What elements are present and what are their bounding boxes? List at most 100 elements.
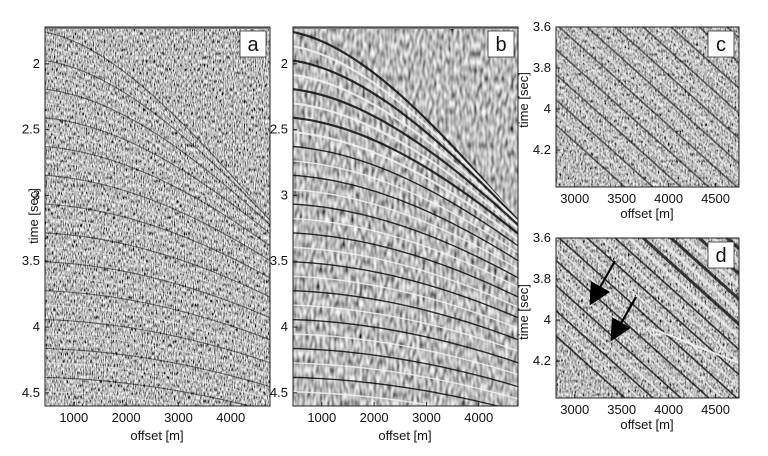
reflection-event — [45, 319, 270, 364]
reflection-event — [293, 246, 518, 308]
reflection-event — [293, 102, 518, 230]
dipping-event — [711, 27, 739, 52]
dipping-event — [613, 238, 739, 351]
plot-frame — [292, 26, 519, 407]
y-tick-label: 2.5 — [270, 122, 288, 137]
x-tick-label: 2000 — [360, 410, 389, 425]
dipping-event — [556, 123, 627, 187]
dipping-event — [599, 27, 739, 153]
reflection-event — [45, 275, 270, 330]
reflection-event — [293, 116, 518, 235]
y-tick-label: 2 — [281, 56, 288, 71]
reflection-event — [45, 232, 270, 298]
x-axis-title: offset [m] — [620, 417, 673, 432]
reflection-event — [45, 145, 270, 247]
arrow-annotation-upper — [589, 260, 616, 306]
panel-label-box — [239, 30, 267, 58]
reflection-event — [45, 102, 270, 230]
reflection-event — [293, 30, 518, 221]
dipping-event — [556, 322, 641, 398]
x-tick-label: 3000 — [164, 410, 193, 425]
y-tick-label: 4 — [33, 319, 40, 334]
x-axis-title: offset [m] — [620, 206, 673, 221]
x-tick-label: 4000 — [216, 410, 245, 425]
x-tick-label: 3500 — [607, 402, 636, 417]
y-tick-label: 3 — [281, 187, 288, 202]
reflection-event — [293, 189, 518, 270]
y-tick-label: 3.5 — [22, 253, 40, 268]
y-tick-label: 4 — [544, 101, 551, 116]
reflection-event — [45, 376, 252, 406]
plot-frame — [555, 26, 740, 188]
conflicting-event — [650, 327, 739, 364]
y-tick-label: 3.8 — [533, 271, 551, 286]
x-tick-label: 3000 — [560, 402, 589, 417]
x-tick-label: 4000 — [464, 410, 493, 425]
reflection-event — [293, 318, 518, 364]
x-tick-label: 3500 — [607, 191, 636, 206]
y-tick-label: 2 — [33, 56, 40, 71]
panel-label: b — [495, 34, 506, 56]
reflection-event — [45, 304, 270, 352]
reflection-event — [45, 74, 270, 223]
x-tick-label: 4000 — [654, 402, 683, 417]
reflection-event — [45, 88, 270, 226]
dipping-event — [640, 238, 739, 327]
dipping-event — [641, 27, 739, 115]
dipping-event — [556, 111, 641, 187]
dipping-event — [683, 27, 739, 77]
y-tick-label: 3.5 — [270, 253, 288, 268]
x-tick-label: 1000 — [59, 410, 88, 425]
panel-c: 3.6 3.8 4 4.2 3000 3500 4000 4500 c offset [m]… — [516, 19, 740, 221]
y-axis-title: time [sec] — [516, 284, 531, 340]
reflection-event — [293, 347, 518, 388]
seismic-data-region — [293, 29, 518, 406]
dipping-event — [613, 27, 739, 140]
dipping-event — [556, 60, 697, 187]
panel-label: a — [247, 34, 259, 56]
dipping-event — [556, 309, 655, 398]
reflection-event — [45, 290, 270, 341]
dipping-event — [654, 238, 739, 314]
reflection-event — [45, 189, 270, 270]
dipping-event — [556, 271, 697, 398]
dipping-event — [571, 238, 739, 389]
reflection-event — [293, 217, 518, 288]
dipping-event — [556, 48, 711, 187]
y-tick-label: 3.6 — [533, 19, 551, 34]
reflection-event — [293, 145, 518, 247]
y-axis-title: time [sec] — [26, 188, 41, 244]
dipping-event — [585, 27, 739, 165]
y-tick-label: 4.5 — [270, 385, 288, 400]
y-tick-label: 4 — [281, 319, 288, 334]
reflection-event — [293, 203, 518, 279]
dipping-event — [556, 98, 655, 187]
panel-d: 3.6 3.8 4 4.2 3000 3500 4000 4500 d offset [m]… — [516, 230, 740, 432]
panel-label: d — [715, 245, 726, 267]
dipping-event — [682, 238, 739, 289]
reflection-event — [293, 174, 518, 262]
y-axis-title: time [sec] — [516, 72, 531, 128]
dipping-event — [557, 27, 739, 187]
dipping-event — [655, 27, 739, 102]
reflection-event — [45, 333, 270, 376]
reflection-event — [293, 45, 518, 221]
reflection-event — [293, 376, 501, 406]
reflection-event — [293, 290, 518, 341]
panel-label-box — [707, 241, 735, 269]
dipping-event — [627, 27, 739, 127]
y-tick-label: 4.2 — [533, 353, 551, 368]
seismic-data-region — [45, 29, 270, 406]
dipping-event — [557, 238, 739, 398]
reflection-event — [293, 275, 518, 330]
dipping-event — [571, 27, 739, 178]
panel-a: 2 2.5 3 3.5 4 4.5 1000 2000 3000 4000 a offset [… — [22, 26, 271, 443]
x-tick-label: 3000 — [412, 410, 441, 425]
dipping-event — [556, 297, 669, 398]
reflection-event — [293, 333, 518, 376]
plot-frame — [555, 237, 740, 399]
reflection-event — [45, 45, 270, 220]
reflection-event — [45, 261, 270, 319]
dipping-event — [556, 284, 683, 398]
